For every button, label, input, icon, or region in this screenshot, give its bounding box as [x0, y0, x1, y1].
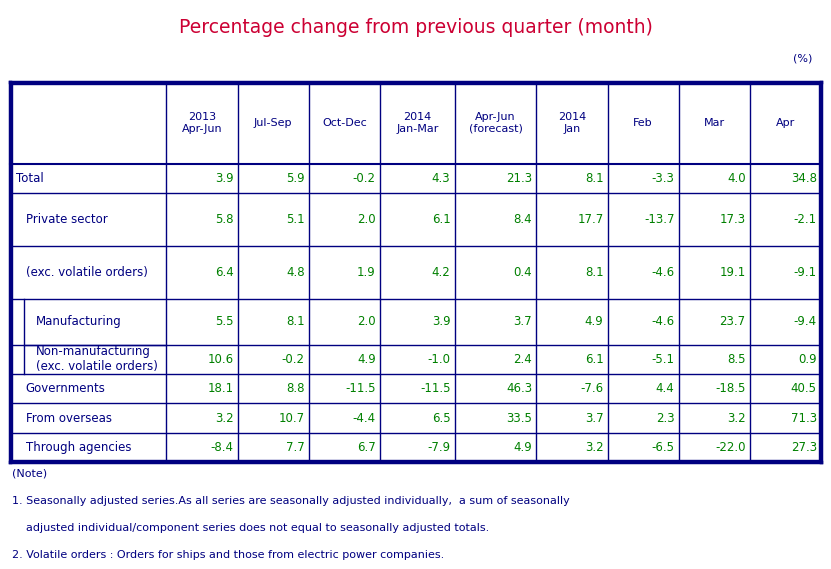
Text: 5.1: 5.1: [286, 213, 305, 226]
Text: Private sector: Private sector: [26, 213, 107, 226]
Text: 2. Volatile orders : Orders for ships and those from electric power companies.: 2. Volatile orders : Orders for ships an…: [12, 550, 445, 560]
Text: -0.2: -0.2: [353, 172, 376, 185]
Text: -4.6: -4.6: [652, 266, 675, 279]
Text: -1.0: -1.0: [427, 353, 450, 366]
Text: -0.2: -0.2: [282, 353, 305, 366]
Text: 2.0: 2.0: [357, 213, 376, 226]
Text: 0.4: 0.4: [514, 266, 533, 279]
Text: 3.7: 3.7: [514, 315, 533, 328]
Text: Through agencies: Through agencies: [26, 441, 131, 454]
Text: -7.6: -7.6: [580, 382, 603, 395]
Text: 33.5: 33.5: [506, 411, 533, 424]
Text: 5.8: 5.8: [215, 213, 234, 226]
Text: 40.5: 40.5: [791, 382, 817, 395]
Text: (Note): (Note): [12, 468, 47, 479]
Text: 5.9: 5.9: [286, 172, 305, 185]
Text: 4.9: 4.9: [585, 315, 603, 328]
Text: 3.2: 3.2: [215, 411, 234, 424]
Text: 2.0: 2.0: [357, 315, 376, 328]
Text: -9.4: -9.4: [794, 315, 817, 328]
Text: 4.9: 4.9: [514, 441, 533, 454]
Text: 1.9: 1.9: [357, 266, 376, 279]
Text: 23.7: 23.7: [720, 315, 745, 328]
Text: 7.7: 7.7: [286, 441, 305, 454]
Text: (exc. volatile orders): (exc. volatile orders): [26, 266, 148, 279]
Text: 2013
Apr-Jun: 2013 Apr-Jun: [182, 112, 223, 134]
Text: 3.9: 3.9: [215, 172, 234, 185]
Text: 18.1: 18.1: [208, 382, 234, 395]
Text: 3.2: 3.2: [585, 441, 603, 454]
Text: 10.6: 10.6: [208, 353, 234, 366]
Text: 8.8: 8.8: [286, 382, 305, 395]
Text: 2014
Jan: 2014 Jan: [558, 112, 586, 134]
Text: 46.3: 46.3: [506, 382, 533, 395]
Text: Apr-Jun
(forecast): Apr-Jun (forecast): [469, 112, 523, 134]
Text: 4.2: 4.2: [432, 266, 450, 279]
Text: (%): (%): [794, 53, 813, 63]
Text: 6.5: 6.5: [432, 411, 450, 424]
Text: 34.8: 34.8: [791, 172, 817, 185]
Text: 2014
Jan-Mar: 2014 Jan-Mar: [396, 112, 439, 134]
Text: 5.5: 5.5: [215, 315, 234, 328]
Text: 3.9: 3.9: [432, 315, 450, 328]
Text: adjusted individual/component series does not equal to seasonally adjusted total: adjusted individual/component series doe…: [12, 523, 489, 533]
Text: Oct-Dec: Oct-Dec: [322, 118, 366, 128]
Text: 4.8: 4.8: [286, 266, 305, 279]
Text: 8.4: 8.4: [514, 213, 533, 226]
Text: From overseas: From overseas: [26, 411, 111, 424]
Text: 8.5: 8.5: [727, 353, 745, 366]
Text: 1. Seasonally adjusted series.As all series are seasonally adjusted individually: 1. Seasonally adjusted series.As all ser…: [12, 496, 570, 506]
Text: 6.7: 6.7: [357, 441, 376, 454]
Text: 0.9: 0.9: [799, 353, 817, 366]
Text: 4.0: 4.0: [727, 172, 745, 185]
Text: -8.4: -8.4: [210, 441, 234, 454]
Text: 6.1: 6.1: [585, 353, 603, 366]
Text: Jul-Sep: Jul-Sep: [254, 118, 293, 128]
Text: Feb: Feb: [633, 118, 653, 128]
Text: Non-manufacturing
(exc. volatile orders): Non-manufacturing (exc. volatile orders): [36, 345, 158, 373]
Text: 3.2: 3.2: [727, 411, 745, 424]
Text: 8.1: 8.1: [585, 172, 603, 185]
Text: 6.1: 6.1: [432, 213, 450, 226]
Text: Manufacturing: Manufacturing: [36, 315, 121, 328]
Text: -11.5: -11.5: [345, 382, 376, 395]
Text: 4.3: 4.3: [432, 172, 450, 185]
Text: -9.1: -9.1: [794, 266, 817, 279]
Text: 27.3: 27.3: [791, 441, 817, 454]
Text: -11.5: -11.5: [420, 382, 450, 395]
Text: Apr: Apr: [776, 118, 795, 128]
Text: -5.1: -5.1: [652, 353, 675, 366]
Text: 21.3: 21.3: [506, 172, 533, 185]
Text: 4.4: 4.4: [656, 382, 675, 395]
Text: -3.3: -3.3: [652, 172, 675, 185]
Text: Total: Total: [16, 172, 43, 185]
Text: Percentage change from previous quarter (month): Percentage change from previous quarter …: [179, 18, 652, 37]
Text: 10.7: 10.7: [278, 411, 305, 424]
Text: 8.1: 8.1: [286, 315, 305, 328]
Text: Mar: Mar: [704, 118, 725, 128]
Text: -4.4: -4.4: [352, 411, 376, 424]
Text: 17.3: 17.3: [720, 213, 745, 226]
Text: 6.4: 6.4: [214, 266, 234, 279]
Text: -6.5: -6.5: [652, 441, 675, 454]
Text: 71.3: 71.3: [791, 411, 817, 424]
Text: 19.1: 19.1: [720, 266, 745, 279]
Text: -13.7: -13.7: [644, 213, 675, 226]
Text: -22.0: -22.0: [715, 441, 745, 454]
Text: 17.7: 17.7: [578, 213, 603, 226]
Text: Governments: Governments: [26, 382, 106, 395]
Text: 3.7: 3.7: [585, 411, 603, 424]
Text: 2.4: 2.4: [514, 353, 533, 366]
Text: 2.3: 2.3: [656, 411, 675, 424]
Text: -7.9: -7.9: [427, 441, 450, 454]
Text: -4.6: -4.6: [652, 315, 675, 328]
Text: 4.9: 4.9: [357, 353, 376, 366]
Text: -18.5: -18.5: [715, 382, 745, 395]
Text: 8.1: 8.1: [585, 266, 603, 279]
Text: -2.1: -2.1: [794, 213, 817, 226]
